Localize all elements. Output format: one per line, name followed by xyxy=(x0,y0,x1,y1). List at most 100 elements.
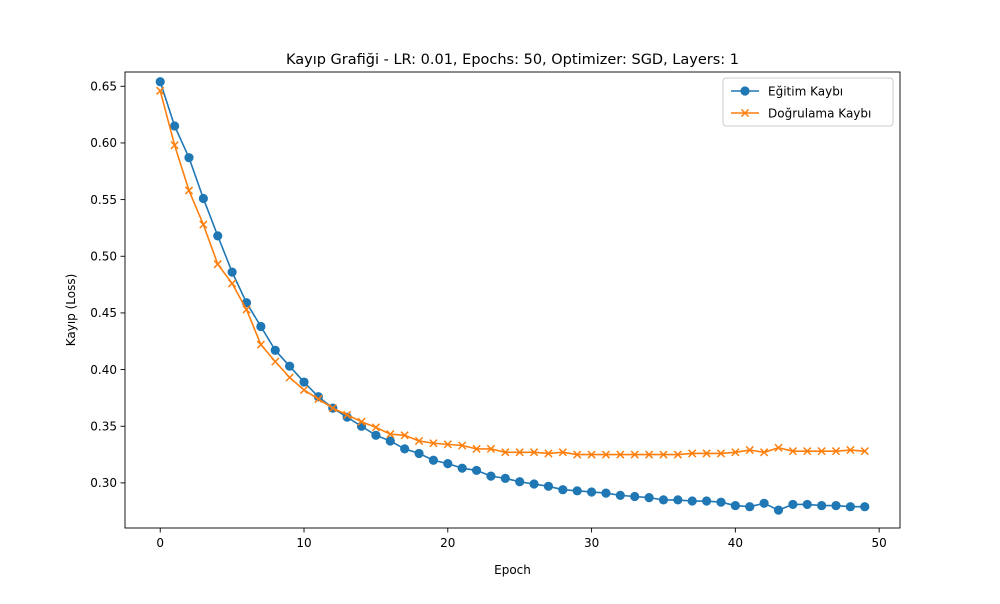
data-point xyxy=(529,479,539,489)
data-point xyxy=(400,431,409,440)
data-point xyxy=(471,465,482,476)
data-point xyxy=(702,449,711,458)
data-point xyxy=(429,439,438,448)
data-point xyxy=(558,485,568,495)
data-point xyxy=(457,463,467,473)
data-point xyxy=(716,449,726,458)
data-point xyxy=(314,394,323,404)
legend-entry: Doğrulama Kaybı xyxy=(731,106,871,120)
data-point xyxy=(170,121,180,131)
y-tick-label: 0.35 xyxy=(90,420,117,434)
x-tick-label: 50 xyxy=(872,536,887,550)
data-point xyxy=(543,481,554,491)
data-point xyxy=(730,500,740,511)
data-point xyxy=(716,497,726,507)
data-point xyxy=(486,444,496,454)
data-point xyxy=(817,447,826,456)
y-axis-label: Kayıp (Loss) xyxy=(64,274,78,347)
data-point xyxy=(400,444,410,454)
data-point xyxy=(515,448,524,457)
data-point xyxy=(270,345,280,355)
data-point xyxy=(587,450,596,459)
data-point xyxy=(659,450,668,459)
data-point xyxy=(616,450,625,459)
data-point xyxy=(644,493,654,503)
data-point xyxy=(573,450,582,459)
data-point xyxy=(299,385,309,395)
legend-box xyxy=(722,77,894,127)
data-point xyxy=(371,430,381,440)
data-point xyxy=(802,499,812,510)
data-point xyxy=(773,505,784,515)
data-point xyxy=(831,500,841,511)
x-tick-label: 0 xyxy=(156,536,164,550)
data-point xyxy=(472,444,481,454)
data-point xyxy=(774,443,783,452)
data-point xyxy=(515,477,525,487)
data-point xyxy=(386,430,395,439)
data-point xyxy=(644,450,654,459)
data-point xyxy=(673,450,682,459)
data-point xyxy=(860,447,869,456)
data-point xyxy=(285,361,295,371)
data-point xyxy=(256,340,266,349)
data-point xyxy=(745,502,755,512)
data-point xyxy=(385,436,395,446)
x-tick-label: 40 xyxy=(728,536,743,550)
data-point xyxy=(500,473,510,483)
data-point xyxy=(227,279,237,288)
data-point xyxy=(544,449,553,458)
data-point xyxy=(170,141,179,150)
x-tick-label: 30 xyxy=(584,536,599,550)
chart-title: Kayıp Grafiği - LR: 0.01, Epochs: 50, Op… xyxy=(286,52,739,68)
x-axis-label: Epoch xyxy=(494,563,531,577)
data-point xyxy=(458,441,467,450)
data-point xyxy=(443,440,452,449)
data-point xyxy=(414,448,424,459)
data-point xyxy=(343,410,352,420)
data-point xyxy=(414,436,424,446)
series-layer xyxy=(155,77,870,515)
data-point xyxy=(198,193,208,204)
data-point xyxy=(285,373,294,382)
axes-frame xyxy=(124,71,901,529)
y-tick-label: 0.30 xyxy=(90,476,117,490)
data-point xyxy=(586,487,597,497)
data-point xyxy=(601,488,611,498)
data-point xyxy=(558,448,567,457)
data-point xyxy=(615,490,625,500)
data-point xyxy=(745,445,754,455)
data-point xyxy=(199,220,208,229)
data-point xyxy=(860,502,870,512)
legend-label: Eğitim Kaybı xyxy=(768,84,843,98)
data-point xyxy=(227,267,237,277)
data-point xyxy=(156,86,165,95)
data-point xyxy=(529,448,539,457)
data-point xyxy=(443,459,453,469)
data-point xyxy=(788,499,798,510)
data-point xyxy=(299,377,309,387)
series-training-loss xyxy=(155,77,870,515)
data-point xyxy=(673,495,683,505)
y-tick-label: 0.45 xyxy=(90,306,117,320)
data-point xyxy=(371,423,381,432)
data-point xyxy=(256,321,266,332)
data-point xyxy=(155,77,165,87)
data-point xyxy=(357,417,366,426)
y-tick-label: 0.55 xyxy=(90,193,117,207)
data-point xyxy=(759,448,769,457)
legend: Eğitim Kaybı Doğrulama Kaybı xyxy=(722,77,894,127)
x-tick-label: 20 xyxy=(440,536,455,550)
data-point xyxy=(630,491,640,502)
legend-marker xyxy=(740,108,750,118)
legend-label: Doğrulama Kaybı xyxy=(768,106,871,120)
series-validation-loss xyxy=(156,86,869,459)
y-tick-label: 0.40 xyxy=(90,363,117,377)
data-point xyxy=(572,486,582,496)
axes-layer: 0 10 20 30 40 50 0.30 0.35 0.40 0.45 0.50 0.55 0.60 0… xyxy=(90,71,901,550)
data-point xyxy=(817,500,827,511)
data-point xyxy=(788,447,798,456)
data-point xyxy=(658,495,669,505)
